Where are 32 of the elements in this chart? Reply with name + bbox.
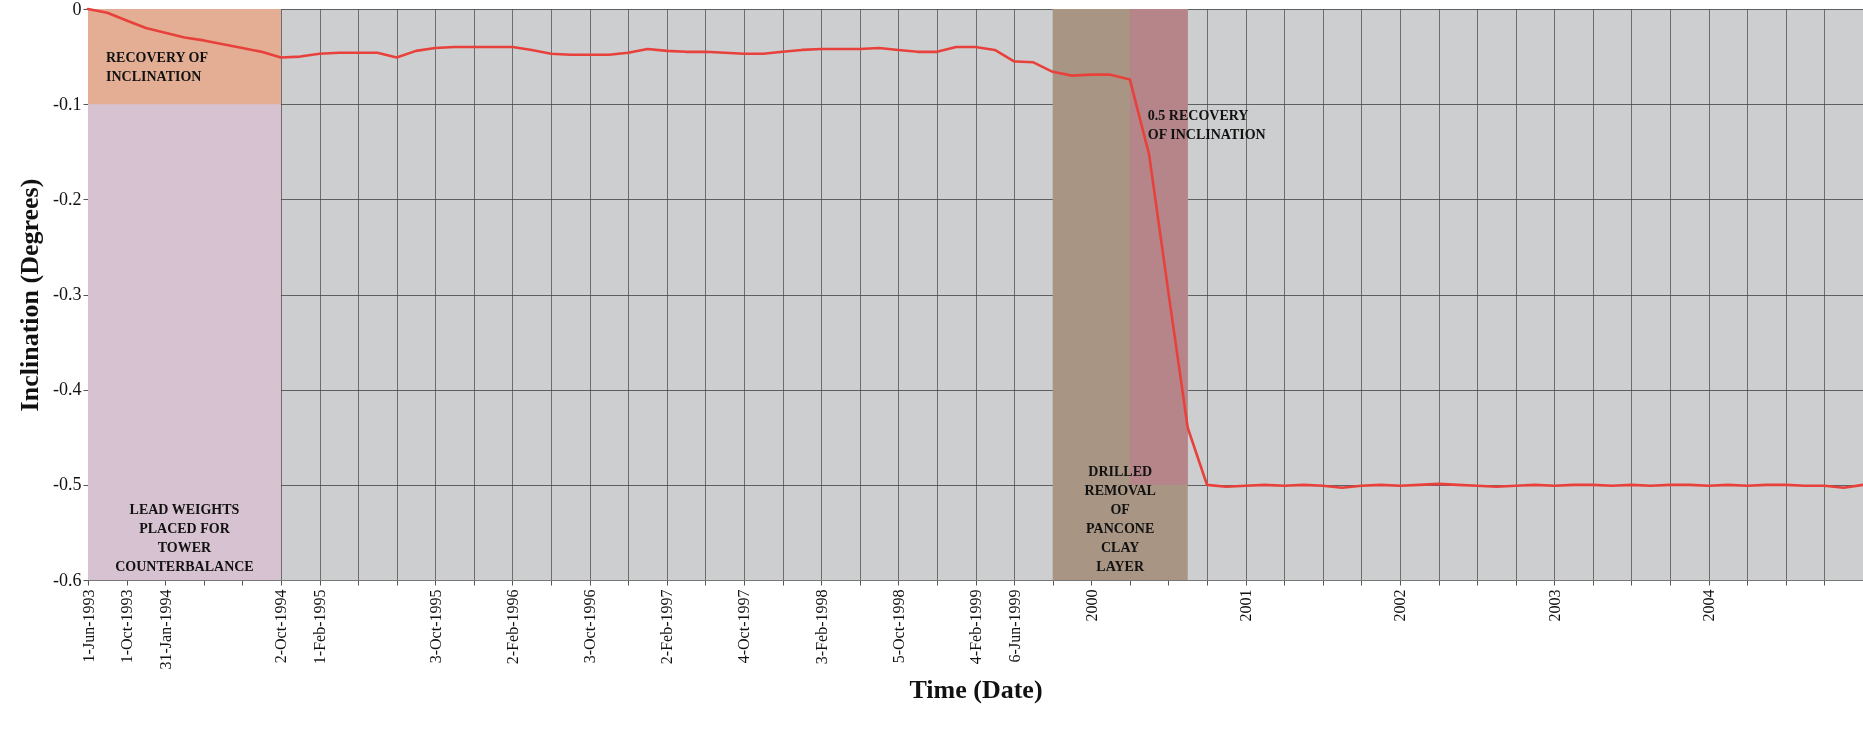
x-tick-label: 2-Feb-1997 bbox=[658, 589, 676, 665]
x-axis-title: Time (Date) bbox=[909, 675, 1043, 705]
x-tick-label: 1-Feb-1995 bbox=[311, 589, 329, 665]
x-tick-label: 4-Oct-1997 bbox=[735, 589, 753, 664]
y-tick-label: -0.5 bbox=[53, 474, 82, 495]
x-tick-label: 6-Jun-1999 bbox=[1005, 589, 1023, 663]
x-tick-label: 2-Oct-1994 bbox=[272, 589, 290, 664]
y-tick-label: -0.4 bbox=[53, 379, 82, 400]
x-tick-label: 2001 bbox=[1237, 589, 1255, 622]
x-tick-label: 2000 bbox=[1082, 589, 1100, 622]
x-tick-label: 1-Oct-1993 bbox=[118, 589, 136, 664]
x-tick-label: 2002 bbox=[1391, 589, 1409, 622]
x-tick-label: 5-Oct-1998 bbox=[889, 589, 907, 664]
x-tick-label: 2003 bbox=[1545, 589, 1563, 622]
series-label: LEAD WEIGHTS PLACED FOR TOWER COUNTERBALANCE bbox=[115, 502, 254, 574]
x-tick-label: 4-Feb-1999 bbox=[967, 589, 984, 665]
x-tick-label: 3-Oct-1996 bbox=[581, 589, 599, 664]
x-tick-label: 2004 bbox=[1700, 589, 1718, 622]
y-axis-title: Inclination (Degrees) bbox=[15, 178, 45, 412]
series-label: 0.5 RECOVERY OF INCLINATION bbox=[1147, 108, 1266, 142]
y-tick-label: -0.6 bbox=[53, 569, 82, 590]
y-tick-label: 0 bbox=[72, 0, 82, 19]
x-tick-label: 2-Feb-1996 bbox=[503, 589, 521, 665]
x-tick-label: 3-Feb-1998 bbox=[812, 589, 830, 665]
x-tick-label: 3-Oct-1995 bbox=[426, 589, 444, 664]
series-label: DRILLED REMOVAL OF PANCONE CLAY LAYER bbox=[1084, 464, 1156, 574]
x-tick-label: 1-Jun-1993 bbox=[79, 589, 97, 663]
y-tick-label: -0.2 bbox=[53, 188, 82, 209]
x-tick-label: 31-Jan-1994 bbox=[156, 589, 174, 670]
y-tick-label: -0.3 bbox=[53, 284, 82, 304]
series-label: RECOVERY OF INCLINATION bbox=[106, 50, 209, 84]
y-tick-label: -0.1 bbox=[53, 93, 82, 114]
